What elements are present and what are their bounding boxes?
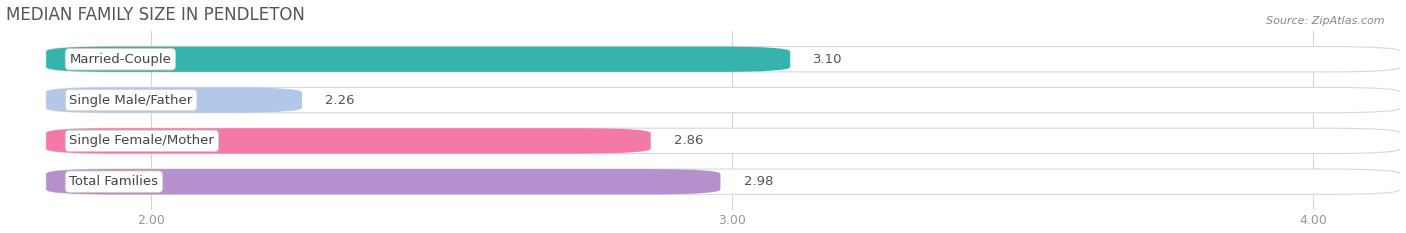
Text: 2.98: 2.98	[744, 175, 773, 188]
Text: Single Male/Father: Single Male/Father	[69, 94, 193, 106]
FancyBboxPatch shape	[46, 87, 1400, 113]
Text: Total Families: Total Families	[69, 175, 159, 188]
Text: MEDIAN FAMILY SIZE IN PENDLETON: MEDIAN FAMILY SIZE IN PENDLETON	[6, 6, 305, 24]
Text: 3.10: 3.10	[814, 53, 844, 66]
Text: 2.86: 2.86	[673, 134, 703, 147]
FancyBboxPatch shape	[46, 169, 720, 194]
FancyBboxPatch shape	[46, 128, 651, 154]
Text: 2.26: 2.26	[325, 94, 354, 106]
FancyBboxPatch shape	[46, 128, 1400, 154]
FancyBboxPatch shape	[46, 47, 790, 72]
Text: Source: ZipAtlas.com: Source: ZipAtlas.com	[1267, 16, 1385, 26]
FancyBboxPatch shape	[46, 169, 1400, 194]
FancyBboxPatch shape	[46, 87, 302, 113]
Text: Single Female/Mother: Single Female/Mother	[69, 134, 214, 147]
FancyBboxPatch shape	[46, 47, 1400, 72]
Text: Married-Couple: Married-Couple	[69, 53, 172, 66]
